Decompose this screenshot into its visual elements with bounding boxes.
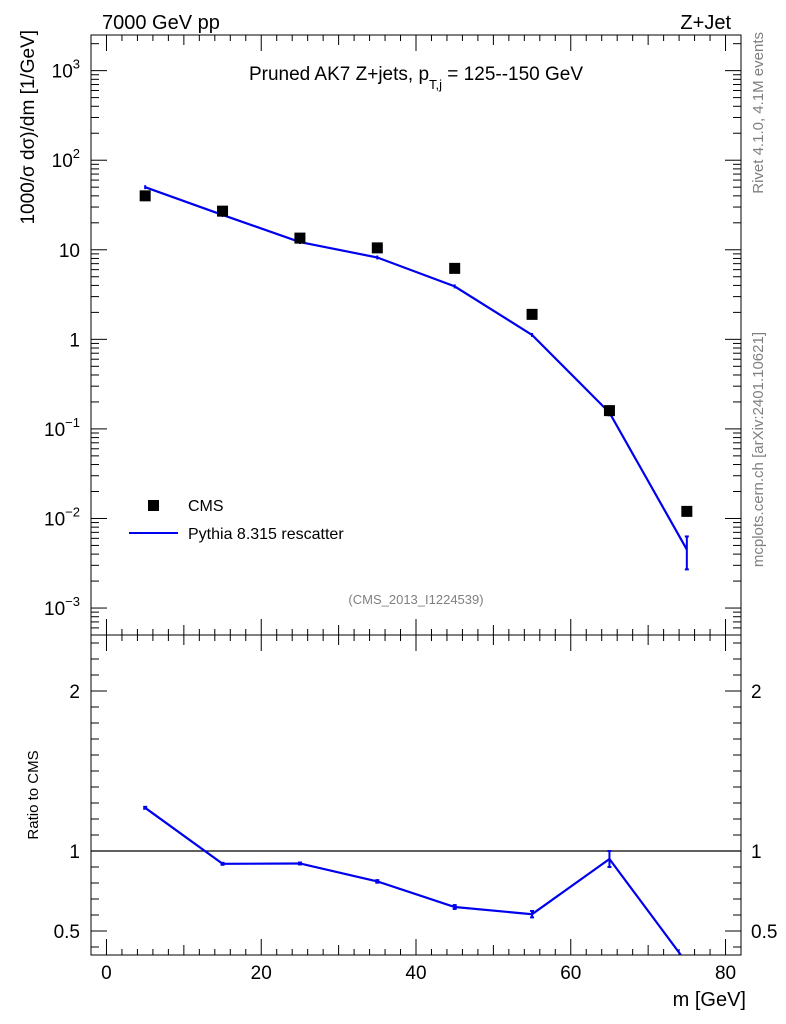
plot-title: Pruned AK7 Z+jets, pT,j = 125--150 GeV [249, 64, 583, 92]
cms-data-point [217, 205, 229, 217]
legend-cms-marker [148, 500, 159, 511]
legend-mc-label: Pythia 8.315 rescatter [188, 526, 344, 543]
xlabel: m [GeV] [673, 989, 746, 1011]
y-tick-base: 1 [69, 330, 80, 351]
y-tick-base: 10 [52, 62, 73, 83]
y-tick-exponent: −1 [65, 415, 80, 430]
cms-data-point [526, 308, 538, 320]
x-tick-label: 40 [405, 963, 426, 984]
legend: CMS Pythia 8.315 rescatter [129, 498, 344, 543]
y-tick-base: 10 [44, 599, 65, 620]
main-ylabel: 1000/σ dσ)/dm [1/GeV] [18, 30, 39, 225]
cms-data-point [294, 232, 306, 244]
y-tick-label: 10−1 [44, 415, 80, 441]
cms-data-point [681, 505, 693, 517]
x-axis-ticks: 0 20 40 60 80 [101, 35, 736, 984]
y-tick-label: 103 [52, 57, 80, 83]
mc-series-line [144, 186, 688, 551]
ratio-y-tick-label: 2 [69, 682, 80, 703]
analysis-id: (CMS_2013_I1224539) [348, 592, 483, 607]
ratio-series [143, 805, 683, 955]
y-tick-exponent: 3 [73, 57, 80, 72]
header-left: 7000 GeV pp [102, 12, 220, 34]
ratio-plot-frame [90, 634, 742, 956]
rivet-label: Rivet 4.1.0, 4.1M events [750, 32, 767, 194]
ratio-series-line [144, 806, 683, 955]
plot-title-main: Pruned AK7 Z+jets, p [249, 64, 429, 85]
plot-title-sub: T,j [429, 77, 442, 92]
y-tick-label: 1 [69, 330, 80, 351]
ratio-axis-ticks: 0.5 0.5 1 1 2 2 [54, 642, 777, 948]
y-tick-exponent: −3 [65, 594, 80, 609]
y-tick-exponent: −2 [65, 504, 80, 519]
x-tick-label: 60 [560, 963, 581, 984]
cms-data-point [139, 190, 151, 202]
mcplots-label: mcplots.cern.ch [arXiv:2401.10621] [750, 332, 767, 567]
ratio-y-tick-label-right: 2 [751, 682, 762, 703]
y-tick-exponent: 2 [73, 146, 80, 161]
main-series [139, 185, 693, 571]
y-tick-base: 10 [59, 241, 80, 262]
y-tick-base: 10 [44, 420, 65, 441]
y-tick-base: 10 [44, 509, 65, 530]
cms-data-point [603, 405, 615, 417]
y-tick-label: 10−2 [44, 504, 80, 530]
cms-data-point [449, 262, 461, 274]
y-tick-label: 102 [52, 146, 80, 172]
y-tick-base: 10 [52, 151, 73, 172]
ratio-y-tick-label-right: 0.5 [751, 922, 777, 943]
y-tick-label: 10 [59, 241, 80, 262]
main-plot-frame [90, 34, 742, 636]
legend-cms-label: CMS [188, 498, 224, 515]
ratio-y-tick-label: 0.5 [54, 922, 80, 943]
ratio-ylabel: Ratio to CMS [25, 750, 42, 839]
ratio-y-tick-label: 1 [69, 842, 80, 863]
header-right: Z+Jet [680, 12, 731, 34]
x-tick-label: 0 [101, 963, 112, 984]
x-tick-label: 20 [251, 963, 272, 984]
ratio-y-tick-label-right: 1 [751, 842, 762, 863]
cms-data-point [371, 242, 383, 254]
plot-title-rest: = 125--150 GeV [442, 64, 583, 85]
y-tick-label: 10−3 [44, 594, 80, 620]
x-tick-label: 80 [715, 963, 736, 984]
